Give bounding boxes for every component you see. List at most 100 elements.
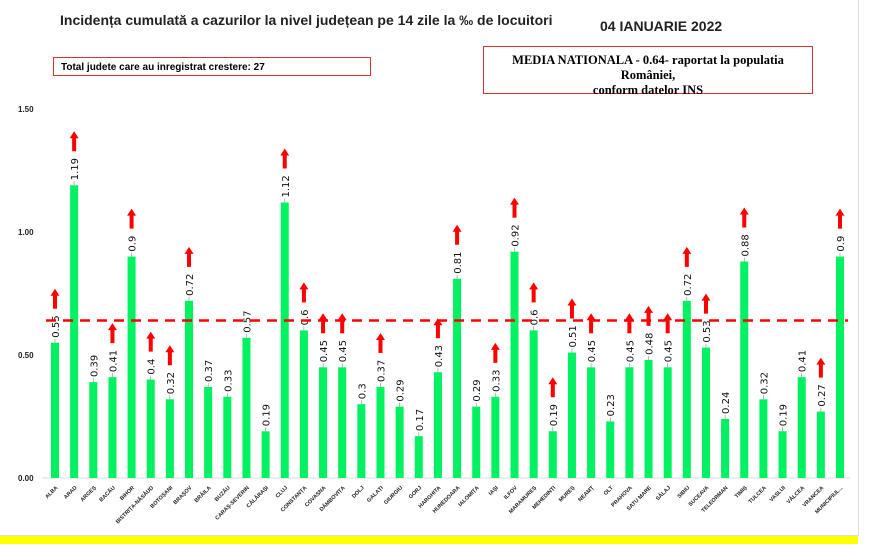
bar-buzău (223, 396, 232, 478)
bar-hunedoara (453, 278, 462, 478)
data-label: 0.32 (166, 372, 177, 394)
increase-arrow-icon (301, 288, 306, 303)
increase-arrow-head-icon (701, 293, 711, 301)
bar-iași (491, 396, 500, 478)
bar-călărași (261, 431, 270, 478)
bar-bihor (127, 256, 136, 478)
y-tick-label: 0.00 (18, 474, 34, 483)
increase-arrow-icon (569, 304, 574, 319)
increase-arrow-head-icon (50, 288, 60, 296)
x-tick-label: GORJ (408, 485, 423, 500)
data-label: 0.6 (300, 309, 311, 325)
increase-arrow-icon (665, 319, 670, 334)
data-label: 0.88 (740, 234, 751, 256)
data-label: 0.48 (645, 333, 656, 355)
increase-arrow-icon (627, 319, 632, 334)
bar-argeș (89, 382, 98, 478)
data-label: 0.72 (185, 274, 196, 296)
increase-arrow-icon (531, 288, 536, 303)
increase-arrow-icon (148, 337, 153, 352)
bar-dâmbovița (338, 367, 347, 478)
increase-arrow-head-icon (682, 246, 692, 254)
data-label: 0.45 (625, 340, 636, 362)
x-tick-label: SIBIU (677, 485, 692, 500)
data-label: 0.39 (89, 355, 100, 377)
x-tick-label: BRAȘOV (173, 485, 194, 506)
data-label: 0.6 (530, 309, 541, 325)
data-label: 0.17 (415, 409, 426, 431)
increase-arrow-icon (493, 348, 498, 363)
increase-arrow-head-icon (663, 313, 673, 321)
increase-arrow-head-icon (299, 282, 309, 290)
bar-vrancea (816, 411, 825, 478)
bar-olt (606, 421, 615, 478)
data-label: 0.57 (242, 311, 253, 333)
data-label: 0.33 (223, 370, 234, 392)
national-average-box: MEDIA NATIONALA - 0.64- raportat la popu… (483, 46, 813, 97)
data-label: 0.23 (606, 394, 617, 416)
x-tick-label: BACĂU (98, 484, 117, 503)
data-label: 0.19 (779, 404, 790, 426)
increase-count-box: Total judete care au inregistrat crester… (53, 57, 371, 76)
bar-ialomița (472, 406, 481, 478)
increase-arrow-head-icon (280, 148, 290, 156)
increase-arrow-icon (818, 363, 823, 378)
bar-cluj (280, 202, 289, 479)
increase-arrow-icon (340, 319, 345, 334)
bar-mureș (567, 352, 576, 478)
increase-arrow-head-icon (739, 207, 749, 215)
data-label: 0.45 (587, 340, 598, 362)
bar-satu-mare (644, 359, 653, 478)
data-label: 0.53 (702, 320, 713, 342)
increase-arrow-icon (72, 137, 77, 152)
bar-brașov (185, 300, 194, 478)
increase-arrow-icon (53, 294, 57, 309)
x-tick-label: ILFOV (503, 485, 519, 501)
increase-arrow-icon (550, 383, 555, 398)
data-label: 0.3 (357, 383, 368, 399)
y-tick-label: 1.00 (18, 228, 34, 237)
data-label: 0.9 (128, 236, 139, 252)
increase-arrow-head-icon (127, 208, 137, 216)
x-tick-label: GIURGIU (383, 485, 404, 506)
bar-municipiul- (836, 256, 844, 478)
data-label: 0.29 (472, 379, 483, 401)
increase-arrow-icon (703, 299, 708, 314)
increase-arrow-head-icon (490, 342, 500, 350)
increase-arrow-head-icon (510, 197, 520, 205)
increase-arrow-head-icon (107, 323, 117, 331)
increase-arrow-icon (838, 214, 842, 229)
bar-covasna (319, 367, 328, 478)
bar-botoșani (165, 399, 174, 478)
increase-arrow-icon (129, 214, 134, 229)
y-tick-label: 1.50 (18, 105, 34, 114)
bar-constanța (299, 330, 308, 478)
x-tick-label: GALAȚI (366, 485, 385, 504)
bar-mehedinți (548, 431, 557, 478)
x-tick-label: SĂLAJ (654, 484, 672, 502)
data-label: 0.92 (511, 224, 522, 246)
x-tick-label: NEAMȚ (577, 485, 596, 504)
increase-arrow-icon (742, 213, 747, 228)
y-tick-label: 0.50 (18, 351, 34, 360)
x-tick-label: MUREȘ (558, 485, 577, 504)
bar-alba (51, 342, 59, 478)
bar-timiș (740, 261, 749, 478)
bar-bacău (108, 377, 117, 478)
data-label: 0.19 (549, 404, 560, 426)
x-tick-label: CARAȘ-SEVERIN (214, 485, 250, 521)
bar-gorj (414, 436, 423, 478)
chart-date: 04 IANUARIE 2022 (600, 18, 723, 34)
x-tick-label: ARGEȘ (80, 485, 98, 503)
yellow-footer-bar (0, 536, 858, 544)
data-label: 0.24 (721, 392, 732, 414)
bar-bistrița-năsăud (146, 379, 155, 478)
national-average-line1: MEDIA NATIONALA - 0.64- raportat la popu… (512, 53, 784, 82)
data-label: 0.32 (759, 372, 770, 394)
data-label: 0.45 (664, 340, 675, 362)
increase-arrow-head-icon (586, 313, 596, 321)
increase-arrow-head-icon (184, 246, 194, 254)
data-label: 0.41 (108, 350, 119, 372)
bar-tulcea (759, 399, 768, 478)
increase-arrow-head-icon (318, 313, 328, 321)
